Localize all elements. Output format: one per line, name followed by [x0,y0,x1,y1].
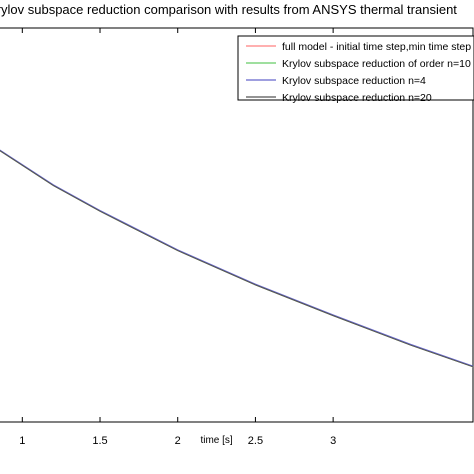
x-ticks: 1 1.5 2 2.5 3 [19,28,336,447]
legend-entry: full model - initial time step,min time … [282,41,471,53]
chart-title: Krylov subspace reduction comparison wit… [0,2,457,17]
series-line [0,149,474,367]
plot-series [0,149,474,368]
legend-entry: Krylov subspace reduction of order n=10 [282,58,471,70]
x-tick-label: 2.5 [248,435,263,447]
legend-box [237,35,474,101]
x-tick-label: 1.5 [92,435,107,447]
legend: full model - initial time step,min time … [237,35,474,104]
legend-entry: Krylov subspace reduction n=4 [282,75,426,87]
series-line [0,150,474,368]
x-tick-label: 3 [330,435,336,447]
legend-entry: Krylov subspace reduction n=20 [282,92,432,104]
x-axis-label: time [s] [200,435,232,446]
x-tick-label: 2 [175,435,181,447]
series-line [0,150,474,368]
x-tick-label: 1 [19,435,25,447]
plot-axes [0,27,474,423]
series-line [0,150,474,368]
plot-frame [0,27,474,423]
